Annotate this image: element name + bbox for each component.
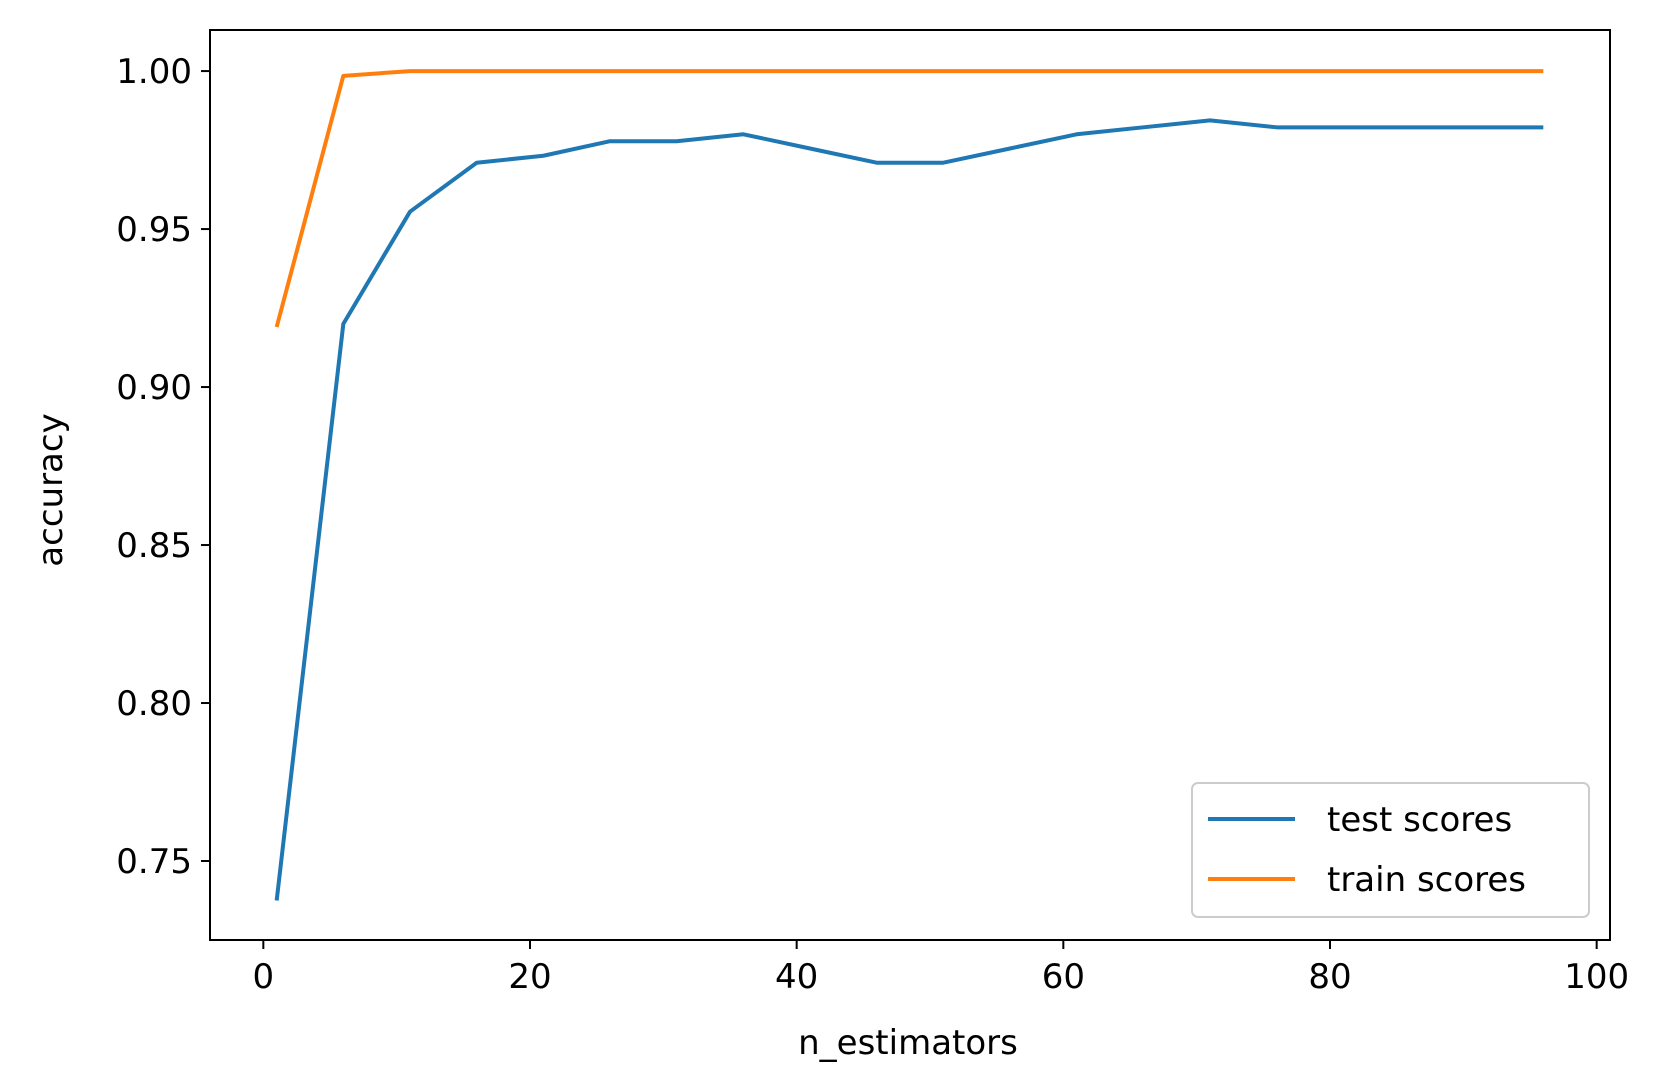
legend-label: train scores xyxy=(1327,860,1526,900)
y-tick-label: 0.95 xyxy=(116,210,192,250)
y-axis-label: accuracy xyxy=(31,413,71,566)
series-line-test-scores xyxy=(274,118,1544,901)
legend-box xyxy=(1191,782,1590,918)
legend-label: test scores xyxy=(1327,800,1512,840)
legend: test scores train scores xyxy=(1191,782,1590,918)
x-tick-label: 100 xyxy=(1564,957,1629,997)
x-tick-label: 0 xyxy=(253,957,275,997)
y-tick-label: 0.85 xyxy=(116,526,192,566)
x-axis-label: n_estimators xyxy=(798,1023,1018,1063)
x-tick-label: 20 xyxy=(508,957,551,997)
y-tick-label: 0.90 xyxy=(116,368,192,408)
series-layer xyxy=(274,69,1544,901)
series-line-train-scores xyxy=(274,69,1544,328)
y-tick-label: 1.00 xyxy=(116,52,192,92)
axes-frame xyxy=(209,29,1611,941)
y-tick-label: 0.75 xyxy=(116,842,192,882)
y-tick-label: 0.80 xyxy=(116,684,192,724)
x-tick-label: 60 xyxy=(1042,957,1085,997)
axes-layer: 0 20 40 60 80 100 0.75 0.80 0.85 0.90 0.95 1.00 xyxy=(116,29,1629,997)
x-tick-label: 80 xyxy=(1308,957,1351,997)
x-tick-label: 40 xyxy=(775,957,818,997)
